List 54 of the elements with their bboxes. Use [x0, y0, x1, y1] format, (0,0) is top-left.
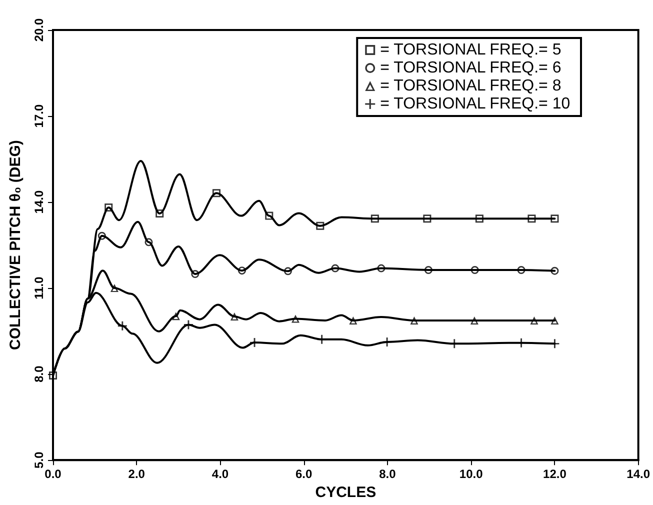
- x-tick-label: 14.0: [626, 467, 650, 482]
- point: [517, 266, 526, 274]
- x-tick-label: 6.0: [296, 467, 313, 482]
- x-tick-label: 0.0: [44, 467, 62, 482]
- x-tick-label: 8.0: [379, 467, 396, 482]
- point: [410, 316, 418, 324]
- point: [98, 232, 106, 240]
- point: [370, 214, 379, 223]
- legend-label: = TORSIONAL FREQ.= 8: [380, 78, 562, 94]
- point: [377, 264, 386, 272]
- point: [316, 222, 324, 230]
- point: [104, 203, 113, 212]
- point: [230, 312, 238, 320]
- point: [550, 316, 559, 324]
- point: [475, 214, 484, 223]
- point: [317, 334, 326, 344]
- legend-label: = TORSIONAL FREQ.= 5: [380, 42, 562, 58]
- point: [291, 314, 300, 323]
- y-tick-label: 8.0: [32, 365, 46, 382]
- point: [550, 266, 559, 275]
- y-tick-label: 14.0: [32, 190, 46, 214]
- point: [110, 284, 118, 292]
- point: [212, 189, 220, 198]
- x-axis-title: CYCLES: [315, 484, 376, 501]
- point: [331, 264, 340, 272]
- point: [191, 270, 200, 278]
- point: [382, 337, 392, 346]
- y-tick-label: 20.0: [32, 18, 46, 42]
- point: [284, 267, 292, 276]
- legend-label: = TORSIONAL FREQ.= 10: [380, 96, 570, 112]
- legend-label: = TORSIONAL FREQ.= 6: [380, 60, 562, 76]
- point: [470, 316, 478, 324]
- x-tick-label: 2.0: [128, 467, 146, 482]
- point: [265, 212, 274, 220]
- y-tick-label: 17.0: [32, 104, 46, 128]
- point: [172, 312, 180, 320]
- point: [530, 316, 538, 324]
- point: [184, 320, 193, 330]
- point: [528, 214, 536, 223]
- point: [550, 214, 559, 223]
- point: [349, 316, 358, 324]
- point: [156, 210, 164, 218]
- y-tick-label: 5.0: [32, 451, 46, 468]
- y-axis-title: COLLECTIVE PITCH θ₀ (DEG): [7, 140, 24, 350]
- point: [238, 266, 246, 275]
- point: [144, 238, 153, 246]
- point: [118, 321, 127, 330]
- x-tick-label: 10.0: [459, 467, 484, 482]
- x-tick-label: 12.0: [543, 467, 567, 482]
- point: [424, 266, 432, 274]
- point: [470, 266, 479, 274]
- y-tick-label: 11.0: [32, 276, 46, 300]
- point: [423, 214, 432, 223]
- x-tick-label: 4.0: [212, 467, 229, 482]
